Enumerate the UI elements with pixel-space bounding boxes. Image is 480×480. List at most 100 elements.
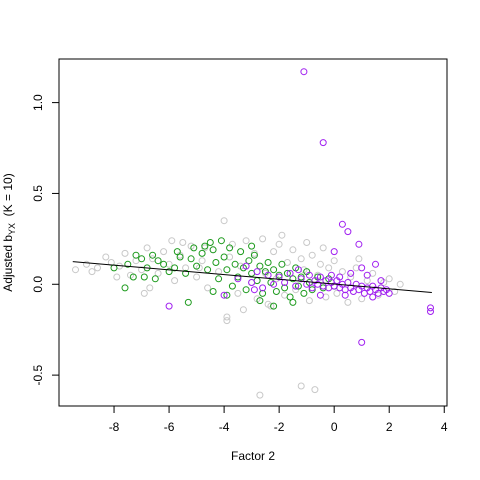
purple-data-point [308, 284, 316, 292]
green-data-point [286, 293, 294, 301]
gray-data-point [347, 273, 355, 281]
purple-data-point [377, 277, 385, 285]
y-tick-label: 0.0 [31, 276, 45, 293]
purple-data-point [316, 273, 324, 281]
gray-data-point [193, 273, 201, 281]
purple-data-point [372, 260, 379, 268]
purple-data-point [286, 269, 294, 277]
purple-data-point [275, 273, 283, 281]
green-data-point [160, 260, 168, 268]
green-data-point [248, 242, 256, 250]
purple-data-point [220, 291, 228, 299]
data-points [72, 68, 434, 399]
gray-data-point [333, 289, 341, 297]
gray-data-point [239, 306, 247, 314]
green-data-point [217, 237, 225, 245]
purple-data-point [341, 291, 349, 299]
green-data-point [264, 259, 272, 266]
y-tick-label: -0.5 [31, 364, 45, 385]
green-data-point [272, 288, 280, 295]
gray-data-point [220, 217, 228, 225]
x-tick-label: 0 [331, 420, 338, 434]
y-axis-title: Adjusted bYX (K = 10) [1, 173, 17, 291]
gray-data-point [113, 273, 121, 281]
purple-data-point [319, 139, 327, 147]
x-tick-label: 2 [386, 420, 393, 434]
green-data-point [124, 260, 132, 268]
green-data-point [140, 273, 148, 281]
green-data-point [149, 251, 157, 259]
green-data-point [138, 255, 146, 263]
gray-data-point [270, 248, 278, 256]
purple-data-point [358, 338, 366, 346]
x-axis-title: Factor 2 [231, 449, 275, 463]
purple-data-point [385, 289, 393, 297]
y-axis: -0.5 0.0 0.5 1.0 [31, 94, 59, 385]
green-data-point [226, 244, 234, 252]
purple-data-point [355, 240, 363, 248]
gray-data-point [358, 295, 366, 303]
green-data-point [184, 298, 192, 306]
gray-data-point [267, 302, 275, 310]
purple-data-point [336, 273, 344, 281]
gray-data-point [223, 313, 231, 321]
y-tick-label: 0.5 [31, 185, 45, 202]
gray-data-point [140, 289, 148, 297]
green-data-point [201, 242, 209, 250]
purple-data-point [363, 271, 371, 279]
gray-data-point [297, 255, 305, 263]
green-data-point [193, 262, 201, 270]
purple-data-point [292, 282, 300, 290]
gray-data-point [88, 268, 96, 276]
gray-data-point [289, 246, 297, 254]
purple-data-point [300, 68, 308, 76]
y-axis-title-suffix: (K = 10) [1, 173, 15, 223]
purple-data-point [327, 271, 335, 279]
purple-data-point [369, 293, 377, 301]
green-data-point [110, 264, 118, 272]
gray-data-point [311, 386, 319, 394]
green-data-point [209, 246, 217, 254]
green-data-point [132, 251, 140, 259]
gray-data-point [223, 317, 231, 325]
regression-line [72, 261, 432, 293]
gray-data-point [72, 266, 79, 274]
purple-data-point [250, 286, 258, 294]
green-data-point [176, 253, 184, 261]
purple-data-point [330, 248, 338, 256]
x-tick-label: -6 [164, 420, 175, 434]
green-data-point [237, 248, 245, 256]
gray-data-point [198, 257, 206, 265]
purple-data-point [344, 228, 352, 236]
gray-data-point [396, 280, 404, 288]
purple-data-point [294, 266, 302, 274]
gray-data-point [146, 284, 154, 292]
gray-data-point [160, 248, 168, 256]
x-tick-label: 4 [441, 420, 448, 434]
green-data-point [171, 264, 179, 272]
gray-data-point [308, 251, 316, 259]
purple-data-point [347, 269, 355, 277]
green-data-point [281, 284, 289, 292]
gray-data-point [102, 253, 110, 261]
green-data-point [198, 249, 206, 257]
gray-data-point [143, 244, 151, 252]
green-data-point [121, 284, 129, 292]
green-data-point [289, 298, 297, 306]
gray-data-point [179, 239, 187, 246]
green-data-point [154, 257, 162, 265]
green-data-point [182, 269, 190, 277]
x-axis: -8 -6 -4 -2 0 2 4 [109, 406, 448, 434]
purple-data-point [259, 284, 267, 292]
green-data-point [215, 275, 223, 283]
purple-data-point [427, 304, 434, 312]
green-data-point [165, 268, 173, 276]
gray-data-point [278, 231, 286, 239]
green-data-point [231, 260, 239, 268]
purple-data-point [305, 271, 313, 279]
green-data-point [245, 257, 253, 265]
y-tick-label: 1.0 [31, 94, 45, 111]
green-data-point [173, 248, 181, 256]
x-tick-label: -4 [219, 420, 230, 434]
